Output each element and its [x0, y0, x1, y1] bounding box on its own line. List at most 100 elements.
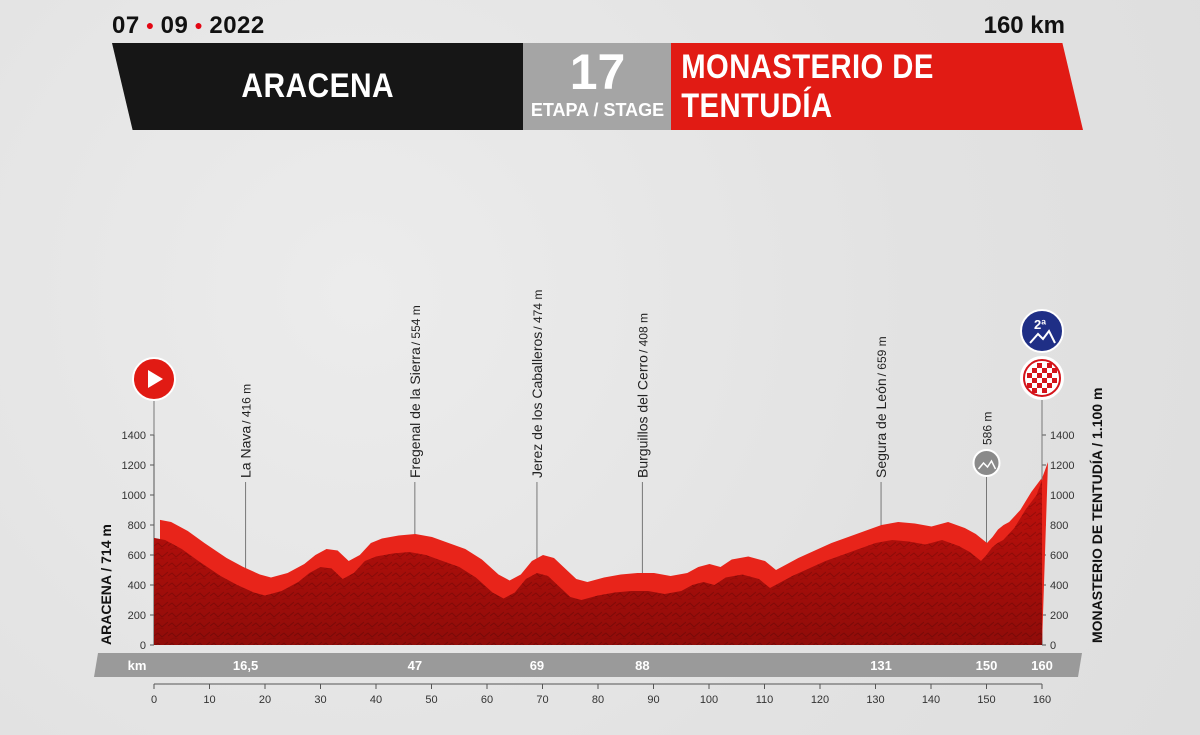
y-tick-label-left: 1400 — [122, 430, 146, 442]
stage-date: 07 ● 09 ● 2022 — [112, 12, 265, 40]
km-marker-label: 131 — [870, 658, 892, 673]
checker-square — [1037, 373, 1042, 378]
checker-square — [1042, 368, 1047, 373]
x-tick-label: 80 — [592, 694, 604, 706]
waypoint-altitude: / 659 m — [875, 336, 889, 376]
y-tick-label-left: 800 — [128, 520, 146, 532]
finish-town-banner: MONASTERIO DE TENTUDÍA — [671, 43, 1083, 130]
x-tick-label: 90 — [647, 694, 659, 706]
y-tick-label-right: 1400 — [1050, 430, 1074, 442]
profile-shade — [154, 480, 1042, 645]
x-tick-label: 160 — [1033, 694, 1051, 706]
waypoint-altitude: / 416 m — [240, 384, 254, 424]
checker-square — [1047, 373, 1052, 378]
x-tick-label: 150 — [977, 694, 995, 706]
x-tick-label: 0 — [151, 694, 157, 706]
checker-square — [1037, 363, 1042, 368]
checker-square — [1027, 383, 1032, 388]
waypoint-label: La Nava / 416 m — [238, 384, 254, 478]
x-tick-label: 70 — [536, 694, 548, 706]
y-tick-label-right: 1200 — [1050, 460, 1074, 472]
date-year: 2022 — [209, 12, 265, 39]
checker-square — [1047, 363, 1052, 368]
checkered-ring — [1023, 359, 1061, 397]
waypoint-label: Jerez de los Caballeros / 474 m — [529, 290, 545, 478]
y-axis-right: 0 200 400 600 800 1000 1200 1400 — [1041, 390, 1074, 652]
waypoint-name: Jerez de los Caballeros — [529, 332, 545, 478]
x-tick-label: 10 — [203, 694, 215, 706]
y-tick-label-right: 1000 — [1050, 490, 1074, 502]
checker-square — [1032, 388, 1037, 393]
waypoint-label: Burguillos del Cerro / 408 m — [634, 313, 650, 478]
waypoint-label: 586 m — [981, 412, 995, 445]
y-axis-left: 0 200 400 600 800 1000 1200 1400 — [122, 390, 155, 652]
intermediate-climb-icon — [972, 449, 1001, 477]
km-marker-bar: km 16,5 47 69 88 131 150 160 — [94, 653, 1082, 677]
date-month: 09 — [160, 12, 189, 39]
waypoint-label: Fregenal de la Sierra / 554 m — [407, 305, 423, 478]
checker-square — [1052, 368, 1057, 373]
km-bar-background — [94, 653, 1082, 677]
x-tick-label: 100 — [700, 694, 718, 706]
x-tick-label: 120 — [811, 694, 829, 706]
x-tick-label: 140 — [922, 694, 940, 706]
waypoint-altitude: / 554 m — [409, 305, 423, 345]
date-separator-dot: ● — [194, 17, 204, 33]
stage-number: 17 — [569, 44, 626, 100]
y-tick-label-left: 200 — [128, 610, 146, 622]
km-marker-label: 150 — [976, 658, 998, 673]
y-axis-label-right: MONASTERIO DE TENTUDÍA / 1.100 m — [1089, 388, 1105, 643]
y-tick-label-right: 400 — [1050, 580, 1068, 592]
km-marker-label: 88 — [635, 658, 649, 673]
x-tick-label: 50 — [425, 694, 437, 706]
km-marker-label: 16,5 — [233, 658, 258, 673]
y-tick-label-right: 200 — [1050, 610, 1068, 622]
profile-area-group — [154, 462, 1048, 645]
waypoint-altitude: / 474 m — [531, 290, 545, 330]
intermediate-mountain-glyph — [977, 459, 997, 470]
waypoint-altitude: / 408 m — [636, 313, 650, 353]
y-axis-label-left: ARACENA / 714 m — [98, 524, 114, 645]
checker-square — [1042, 378, 1047, 383]
y-tick-label-left: 1200 — [122, 460, 146, 472]
y-tick-label-right: 0 — [1050, 640, 1056, 652]
x-tick-label: 60 — [481, 694, 493, 706]
date-separator-dot: ● — [145, 17, 155, 33]
stage-label: ETAPA / STAGE — [530, 100, 665, 120]
y-tick-label-right: 600 — [1050, 550, 1068, 562]
waypoint-altitude: 586 m — [981, 412, 995, 445]
waypoint-name: Burguillos del Cerro — [634, 355, 650, 478]
x-tick-label: 110 — [756, 694, 774, 706]
profile-icons: 2ª — [132, 309, 1064, 480]
km-bar-unit: km — [128, 658, 147, 673]
start-play-triangle — [148, 370, 163, 388]
y-tick-label-right: 800 — [1050, 520, 1068, 532]
waypoint-name: Segura de León — [873, 378, 889, 478]
km-marker-label: 69 — [530, 658, 544, 673]
start-town-banner: ARACENA — [112, 43, 524, 130]
stage-distance: 160 km — [983, 12, 1065, 39]
x-axis: 0 10 20 30 40 50 60 70 80 90 100 110 120 130 140 150 160 — [151, 683, 1051, 706]
waypoint-labels: La Nava / 416 m Fregenal de la Sierra / 554… — [238, 290, 995, 478]
x-tick-label: 20 — [259, 694, 271, 706]
waypoint-label: Segura de León / 659 m — [873, 336, 889, 478]
y-tick-label-left: 0 — [140, 640, 146, 652]
y-tick-label-left: 600 — [128, 550, 146, 562]
checker-square — [1027, 373, 1032, 378]
stage-number-banner: 17 ETAPA / STAGE — [523, 43, 672, 130]
start-town-name: ARACENA — [241, 67, 395, 105]
waypoint-name: La Nava — [238, 426, 254, 478]
km-marker-label: 160 — [1031, 658, 1053, 673]
date-day: 07 — [112, 12, 140, 39]
x-tick-label: 40 — [370, 694, 382, 706]
y-tick-label-left: 400 — [128, 580, 146, 592]
km-marker-label: 47 — [408, 658, 422, 673]
checker-square — [1052, 378, 1057, 383]
checker-square — [1032, 368, 1037, 373]
waypoint-name: Fregenal de la Sierra — [407, 347, 423, 478]
mountain-glyph — [1029, 329, 1056, 344]
checker-square — [1032, 378, 1037, 383]
finish-town-name: MONASTERIO DE TENTUDÍA — [681, 47, 934, 125]
x-tick-label: 130 — [866, 694, 884, 706]
